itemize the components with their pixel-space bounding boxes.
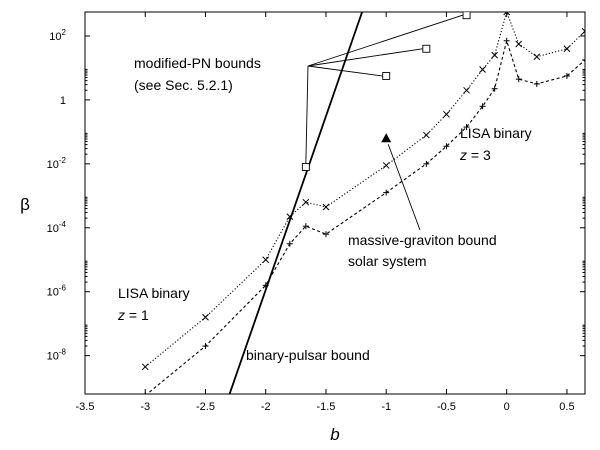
massive-graviton-callout (387, 144, 421, 231)
lisa-z3-italic-z: z (459, 147, 467, 163)
bound-square (382, 71, 391, 80)
data-point-x (141, 363, 149, 371)
lisa-z3-label: LISA binary (460, 125, 532, 141)
y-tick-label: 1 (60, 95, 66, 107)
plot-area (141, 12, 585, 394)
y-tick-exponent: -6 (59, 284, 67, 293)
x-tick-label: -3 (140, 401, 150, 413)
modified-pn-sublabel: (see Sec. 5.2.1) (134, 77, 233, 93)
y-tick-exponent: -8 (59, 348, 67, 357)
data-point-x (491, 51, 498, 59)
bound-square (301, 163, 310, 171)
lisa-z3-eq: = 3 (467, 147, 491, 163)
data-point-x (422, 131, 430, 139)
data-point-x (382, 162, 390, 169)
x-tick-label: -1.5 (316, 401, 335, 413)
data-point-x (262, 256, 270, 264)
y-tick-exponent: -4 (59, 220, 67, 229)
x-tick-label: -2 (261, 401, 271, 413)
data-point-x (581, 30, 585, 35)
plot-clip-group (141, 12, 585, 394)
data-point-x (503, 12, 508, 16)
massive-graviton-sublabel: solar system (348, 253, 427, 269)
y-tick-label: 10-4 (47, 220, 67, 235)
data-point-x (202, 313, 209, 321)
modified-pn-callout (307, 14, 463, 67)
bound-triangle (381, 133, 392, 143)
y-tick-label: 10-2 (47, 156, 67, 171)
series-line (146, 38, 585, 394)
y-tick-label: 10-8 (47, 348, 67, 363)
massive-graviton-label: massive-graviton bound (348, 232, 497, 248)
y-tick-exponent: -2 (59, 156, 67, 165)
y-tick-label: 102 (49, 28, 66, 43)
modified-pn-callout (307, 65, 383, 77)
modified-pn-callout (305, 65, 309, 164)
bound-square (462, 12, 471, 20)
lisa-z1-label: LISA binary (118, 285, 190, 301)
lisa-z1-italic-z: z (117, 307, 125, 323)
x-tick-label: -1 (381, 401, 391, 413)
lisa-z1-value: z = 1 (117, 307, 149, 323)
binary-pulsar-label: binary-pulsar bound (246, 347, 370, 363)
bound-square (422, 44, 431, 53)
lisa-z1-eq: = 1 (125, 307, 149, 323)
series-line (228, 12, 363, 394)
x-tick-label: -3.5 (76, 401, 95, 413)
data-point-x (533, 53, 541, 61)
x-tick-label: -2.5 (196, 401, 215, 413)
data-point-x (581, 27, 585, 32)
x-tick-label: 0.5 (559, 401, 574, 413)
y-tick-exponent: 2 (62, 28, 67, 37)
data-point-x (443, 110, 450, 118)
y-axis-label: β (20, 195, 30, 214)
x-tick-label: 0 (504, 401, 510, 413)
data-point-x (515, 40, 523, 48)
modified-pn-label: modified-PN bounds (134, 55, 261, 71)
annotation-lines (305, 14, 463, 231)
lisa-z3-value: z = 3 (459, 147, 491, 163)
data-point-x (563, 45, 571, 53)
modified-pn-callout (307, 48, 423, 67)
data-point-x (505, 12, 511, 16)
data-point-x (463, 86, 470, 94)
data-point-x (322, 203, 330, 211)
x-tick-label: -0.5 (437, 401, 456, 413)
data-point-x (479, 66, 486, 73)
data-point-x (302, 198, 310, 206)
y-tick-label: 10-6 (47, 284, 67, 299)
x-axis-label: b (330, 425, 339, 444)
